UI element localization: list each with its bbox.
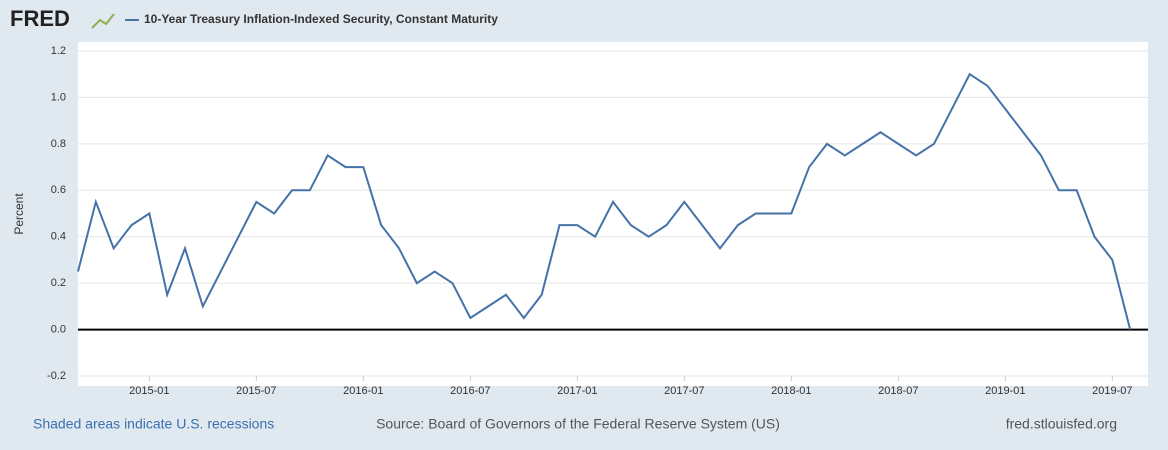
site: fred.stlouisfed.org [1006,416,1117,432]
plot-area [78,42,1148,386]
x-tick-label: 2018-07 [878,385,918,397]
y-tick-label: 1.2 [51,45,66,57]
x-tick-label: 2017-07 [664,385,704,397]
y-tick-label: 1.0 [51,91,66,103]
y-tick-label: 0.6 [51,184,66,196]
y-tick-label: 0.4 [51,231,66,243]
x-tick-label: 2015-07 [236,385,276,397]
x-tick-label: 2019-07 [1092,385,1132,397]
logo-icon [91,13,115,29]
x-tick-label: 2019-01 [985,385,1025,397]
y-tick-label: 0.2 [51,277,66,289]
x-tick-label: 2015-01 [129,385,169,397]
source: Source: Board of Governors of the Federa… [376,416,780,432]
y-tick-label: -0.2 [47,370,66,382]
legend-label: 10-Year Treasury Inflation-Indexed Secur… [144,12,498,26]
x-tick-label: 2016-07 [450,385,490,397]
y-tick-label: 0.0 [51,323,66,335]
x-tick-label: 2017-01 [557,385,597,397]
data-line [77,72,1132,330]
x-tick-label: 2016-01 [343,385,383,397]
logo: FRED [10,6,70,31]
y-tick-label: 0.8 [51,138,66,150]
recession-note[interactable]: Shaded areas indicate U.S. recessions [33,416,274,432]
x-tick-label: 2018-01 [771,385,811,397]
y-axis-label: Percent [12,193,26,235]
